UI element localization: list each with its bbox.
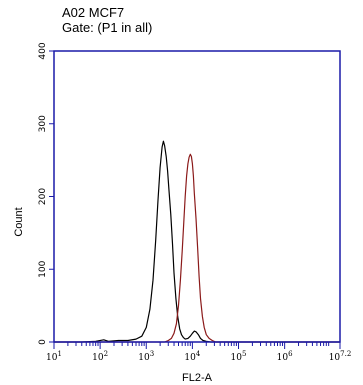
x-tick-label: 103 [138,350,154,363]
x-tick-label: 105 [231,350,247,363]
x-tick-label: 106 [277,350,293,363]
x-axis-label: FL2-A [182,372,213,384]
chart-subtitle: Gate: (P1 in all) [62,20,152,35]
y-tick-label: 100 [38,260,48,277]
chart-title: A02 MCF7 [62,5,124,20]
y-tick-label: 300 [38,115,48,132]
x-tick-label: 104 [184,350,200,363]
series-1-line [54,140,340,343]
series-2-line [54,153,340,343]
y-tick-label: 200 [38,188,48,205]
y-tick-label: 400 [38,42,48,59]
y-axis-label: Count [13,207,25,236]
x-tick-label: 107.2 [329,350,352,363]
tick-layer: 0 100 200 300 400 101 102 103 104 105 106 107.2 [38,42,351,363]
x-tick-label: 102 [92,350,108,363]
y-tick-label: 0 [38,339,48,345]
series-layer [54,140,340,343]
x-tick-label: 101 [46,350,62,363]
plot-frame [53,50,341,343]
